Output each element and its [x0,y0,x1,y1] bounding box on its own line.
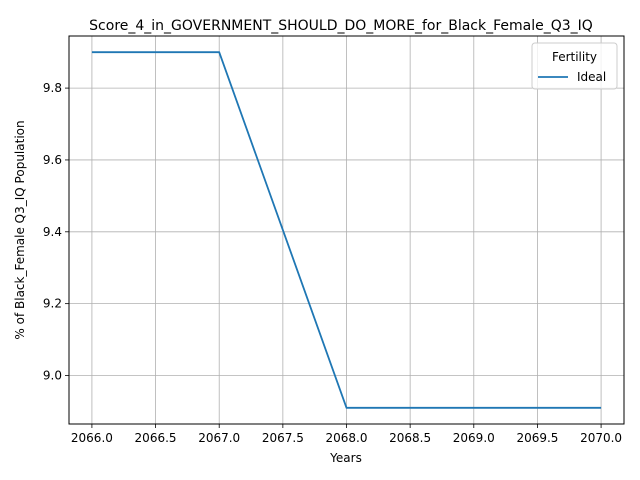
y-tick-label: 9.8 [43,81,62,95]
x-tick-label: 2068.0 [326,431,368,445]
series-line-ideal [91,51,602,409]
y-tick-label: 9.4 [43,225,62,239]
x-tick-label: 2066.0 [71,431,113,445]
series-layer [91,51,602,409]
legend: Fertility Ideal [531,42,618,90]
x-tick-label: 2067.5 [262,431,304,445]
y-tick-label: 9.2 [43,297,62,311]
x-tick-label: 2067.0 [198,431,240,445]
chart-title: Score_4_in_GOVERNMENT_SHOULD_DO_MORE_for… [89,18,593,34]
x-axis-label: Years [329,451,362,465]
x-axis-ticks: 2066.0 2066.5 2067.0 2067.5 2068.0 2068.5 2069… [71,424,622,445]
y-axis-ticks: 9.0 9.2 9.4 9.6 9.8 [43,81,69,383]
legend-title: Fertility [552,50,597,64]
x-tick-label: 2068.5 [389,431,431,445]
y-tick-label: 9.0 [43,369,62,383]
x-tick-label: 2069.5 [516,431,558,445]
x-tick-label: 2070.0 [580,431,622,445]
grid [69,36,624,424]
legend-label-ideal: Ideal [577,70,606,84]
x-tick-label: 2069.0 [453,431,495,445]
x-tick-label: 2066.5 [135,431,177,445]
y-tick-label: 9.6 [43,153,62,167]
y-axis-label: % of Black_Female Q3_IQ Population [13,120,27,339]
